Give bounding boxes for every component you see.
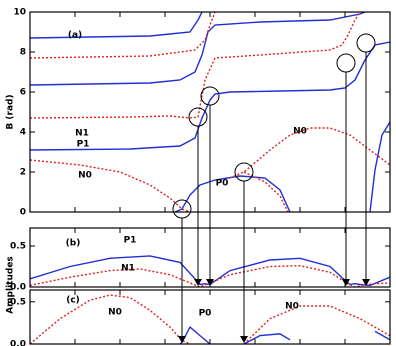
y-tick-label: 4 [20, 128, 26, 138]
curve [374, 330, 390, 341]
y-tick-label: 10 [13, 8, 26, 18]
annotation: N1 [121, 264, 135, 274]
annotation: N0 [108, 308, 122, 318]
plot-area [30, 12, 390, 212]
y-axis-label: Amplitudes [6, 256, 16, 314]
annotation: (c) [66, 296, 80, 306]
panel-frame [29, 289, 391, 345]
y-tick-label: 0.5 [10, 297, 26, 307]
y-tick-label: 6 [20, 88, 26, 98]
curve [174, 175, 291, 212]
highlight-circle [356, 33, 376, 53]
annotation: N0 [78, 171, 92, 181]
curve [30, 41, 390, 151]
annotation: N1 [75, 129, 89, 139]
curve [243, 333, 291, 344]
annotation: N0 [293, 127, 307, 137]
curve [30, 12, 361, 119]
annotation: P1 [124, 236, 137, 246]
annotation: (a) [68, 31, 82, 41]
y-tick-label: 0.5 [10, 242, 26, 252]
curve [243, 305, 390, 344]
curve [30, 159, 191, 212]
curve [30, 12, 366, 86]
annotation: P0 [216, 179, 229, 189]
curve [229, 127, 390, 179]
curve [30, 264, 390, 287]
annotation: N0 [285, 302, 299, 312]
curve [243, 171, 289, 212]
plot-area [30, 255, 390, 287]
curve [30, 12, 216, 59]
y-tick-label: 2 [20, 168, 26, 178]
y-axis-label: B (rad) [6, 94, 16, 129]
y-tick-label: 0.0 [10, 283, 26, 293]
annotation: P0 [199, 309, 212, 319]
curve [30, 294, 191, 344]
y-tick-label: 8 [20, 48, 26, 58]
curve [30, 255, 390, 287]
highlight-circle [200, 86, 220, 106]
annotation: P1 [77, 140, 90, 150]
annotation: (b) [66, 239, 81, 249]
curve [30, 12, 203, 39]
curve [369, 121, 390, 212]
plot-area [30, 294, 390, 344]
y-tick-label: 0.0 [10, 340, 26, 346]
highlight-circle [336, 53, 356, 73]
y-tick-label: 0 [20, 208, 26, 218]
